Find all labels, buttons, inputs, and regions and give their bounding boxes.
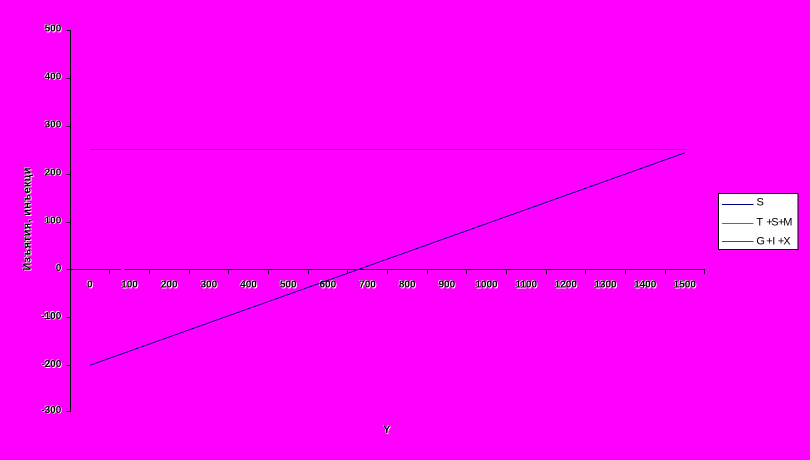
svg-text:T+S+M: T +S+M	[756, 216, 792, 228]
svg-text:S: S	[757, 197, 764, 209]
svg-text:G+I+X: G+I +X	[756, 235, 791, 247]
